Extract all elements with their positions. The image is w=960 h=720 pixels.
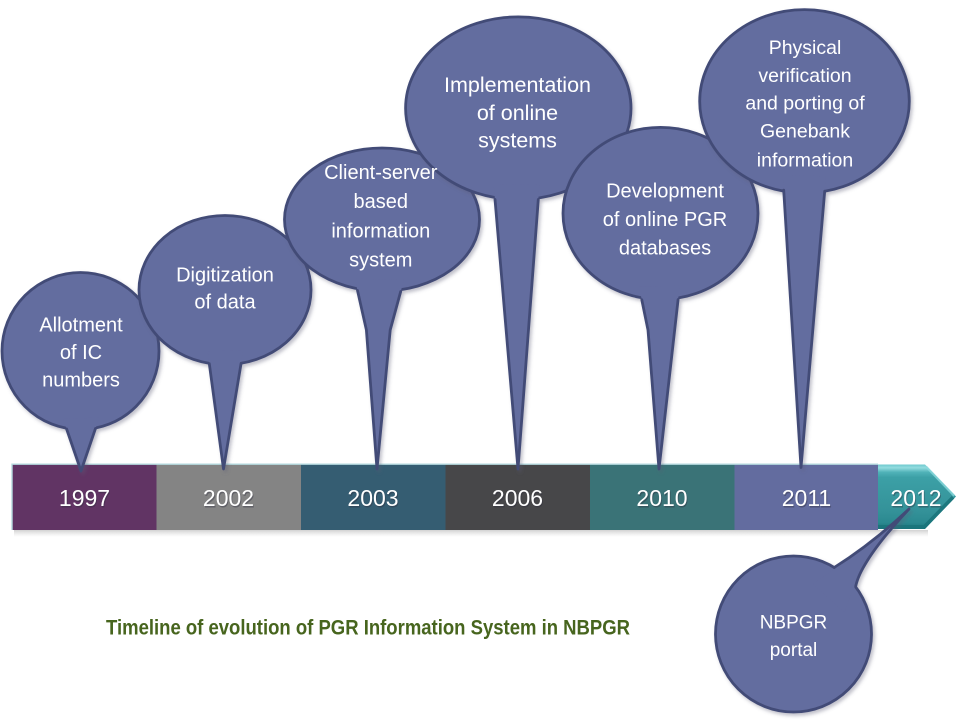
svg-text:of online PGR: of online PGR <box>603 209 728 231</box>
svg-text:databases: databases <box>619 238 711 260</box>
svg-text:2010: 2010 <box>636 485 687 511</box>
svg-text:information: information <box>331 221 430 243</box>
svg-text:Digitization: Digitization <box>176 265 274 287</box>
svg-text:and porting of: and porting of <box>745 93 865 115</box>
svg-text:Implementation: Implementation <box>444 73 591 97</box>
svg-text:systems: systems <box>478 129 557 153</box>
svg-text:2010: 2010 <box>637 486 688 512</box>
svg-text:2006: 2006 <box>492 485 543 511</box>
svg-text:Physical: Physical <box>769 37 842 59</box>
svg-text:of online: of online <box>477 101 558 125</box>
svg-text:2003: 2003 <box>348 486 399 512</box>
svg-text:of data: of data <box>194 292 256 314</box>
svg-text:2011: 2011 <box>782 485 831 511</box>
svg-text:information: information <box>757 150 853 172</box>
svg-text:2003: 2003 <box>347 485 398 511</box>
svg-text:numbers: numbers <box>42 370 120 392</box>
svg-text:2012: 2012 <box>891 486 942 512</box>
svg-text:1997: 1997 <box>60 486 111 512</box>
svg-text:2002: 2002 <box>203 485 254 511</box>
svg-text:based: based <box>354 191 409 213</box>
svg-text:2011: 2011 <box>783 486 832 512</box>
svg-text:2012: 2012 <box>890 485 941 511</box>
svg-text:2006: 2006 <box>493 486 544 512</box>
svg-text:Client-server: Client-server <box>324 162 438 184</box>
svg-text:1997: 1997 <box>59 485 110 511</box>
svg-text:Timeline of evolution of PGR I: Timeline of evolution of PGR Information… <box>106 617 630 640</box>
svg-text:system: system <box>349 250 412 272</box>
svg-text:NBPGR: NBPGR <box>760 613 828 634</box>
svg-text:portal: portal <box>770 640 818 661</box>
svg-text:of IC: of IC <box>60 342 102 364</box>
svg-text:2002: 2002 <box>204 486 255 512</box>
svg-text:Allotment: Allotment <box>39 315 123 337</box>
svg-text:verification: verification <box>758 65 851 87</box>
svg-text:Genebank: Genebank <box>760 121 850 143</box>
svg-text:Development: Development <box>606 181 724 203</box>
